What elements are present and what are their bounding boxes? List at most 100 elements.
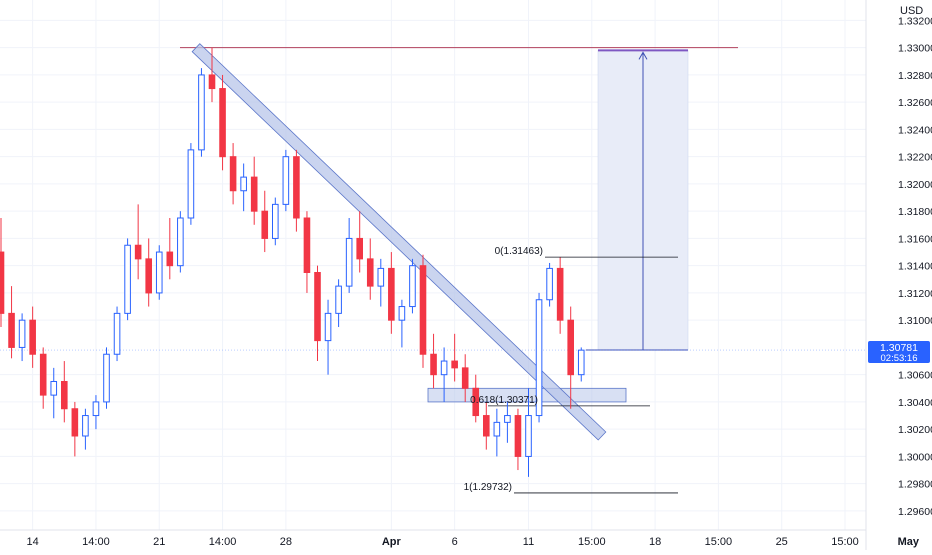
current-price-value: 1.30781 <box>880 342 918 354</box>
candle-body <box>229 156 237 192</box>
candle <box>229 143 237 205</box>
candle <box>504 401 511 443</box>
analysis-labels: 0(1.31463) 0.618(1.30371) 1(1.29732) <box>464 246 543 493</box>
price-tick-label: 1.30200 <box>898 424 932 436</box>
candle <box>388 252 395 334</box>
time-tick-label: 14 <box>27 536 39 548</box>
candle <box>18 313 26 362</box>
price-tick-label: 1.32000 <box>898 179 932 191</box>
candle-body <box>155 251 163 294</box>
candle-body <box>556 267 564 321</box>
candle <box>567 306 575 409</box>
candle-body <box>208 74 216 90</box>
candle-body <box>272 203 279 239</box>
candle <box>113 306 121 362</box>
candle-body <box>303 217 311 273</box>
candle <box>219 74 226 171</box>
candle-body <box>198 74 205 151</box>
candle <box>366 238 374 300</box>
time-tick-label: 21 <box>153 536 165 548</box>
price-tick-label: 1.32400 <box>898 124 932 136</box>
target-arrow-head <box>638 51 648 60</box>
analysis-drawings[interactable] <box>0 43 866 494</box>
candle-body <box>71 408 79 437</box>
price-tick-label: 1.30400 <box>898 397 932 409</box>
candle <box>577 347 585 382</box>
candle-body <box>567 319 575 376</box>
price-axis-ticks: 1.33200 1.33000 1.32800 1.32600 1.32400 1.322… <box>898 15 932 517</box>
candle <box>335 279 342 327</box>
candle <box>377 258 385 307</box>
candle-body <box>377 267 385 287</box>
time-tick-label: 15:00 <box>831 536 859 548</box>
candle <box>187 143 195 225</box>
candle-body <box>187 149 195 219</box>
time-tick-label: 15:00 <box>578 536 606 548</box>
candle-body <box>483 415 490 437</box>
candle <box>71 401 79 457</box>
time-tick-label: May <box>898 536 920 548</box>
candle-body <box>388 267 395 321</box>
candle <box>0 217 5 327</box>
candle <box>493 408 501 457</box>
candle <box>461 354 469 402</box>
candle-body <box>8 312 15 348</box>
candle-body <box>324 312 332 342</box>
candle <box>177 211 184 273</box>
candle-body <box>546 267 553 301</box>
candle <box>39 347 47 409</box>
price-tick-label: 1.31400 <box>898 261 932 273</box>
price-tick-label: 1.33000 <box>898 43 932 55</box>
candle-body <box>525 415 532 457</box>
grid <box>0 0 909 530</box>
candle <box>61 361 68 423</box>
current-price-tag-background <box>868 341 930 364</box>
candle <box>134 204 142 280</box>
candle-body <box>50 380 58 396</box>
candle-body <box>250 176 258 212</box>
candle <box>293 149 300 232</box>
candle <box>250 156 258 225</box>
price-tick-label: 1.33200 <box>898 15 932 27</box>
time-tick-label: 28 <box>280 536 292 548</box>
time-tick-label: 18 <box>649 536 661 548</box>
candle <box>82 408 89 450</box>
candle-body <box>398 306 406 321</box>
candle <box>166 217 174 280</box>
candle <box>282 149 290 212</box>
candle <box>198 68 205 157</box>
trendline-band[interactable] <box>191 43 607 441</box>
candle <box>440 347 448 402</box>
fib-level-label: 1(1.29732) <box>464 482 512 493</box>
candle <box>409 258 416 314</box>
candle <box>345 217 353 293</box>
candle <box>261 190 269 253</box>
price-tick-label: 1.31800 <box>898 206 932 218</box>
candle <box>303 211 311 293</box>
candle-body <box>82 415 89 437</box>
time-tick-label: 15:00 <box>705 536 733 548</box>
price-tick-label: 1.31200 <box>898 288 932 300</box>
candle <box>356 211 363 273</box>
candle <box>272 197 279 246</box>
candle-body <box>430 353 437 376</box>
candle-body <box>472 387 480 417</box>
candle-body <box>366 258 374 287</box>
time-tick-label: 14:00 <box>209 536 237 548</box>
candle-body <box>61 380 68 410</box>
candle <box>556 257 564 334</box>
candle <box>451 333 458 382</box>
candle <box>124 238 131 321</box>
time-axis-ticks: 14 14:00 21 14:00 28 Apr 6 11 15:00 18 15:00 25 15:0… <box>27 536 920 548</box>
candle-body <box>461 367 469 389</box>
candle-body <box>577 349 585 376</box>
candle-body <box>219 88 226 158</box>
candle <box>92 395 100 430</box>
candle-body <box>409 265 416 308</box>
candle-body <box>166 251 174 267</box>
time-axis-background <box>0 530 866 550</box>
candle-body <box>39 353 47 396</box>
